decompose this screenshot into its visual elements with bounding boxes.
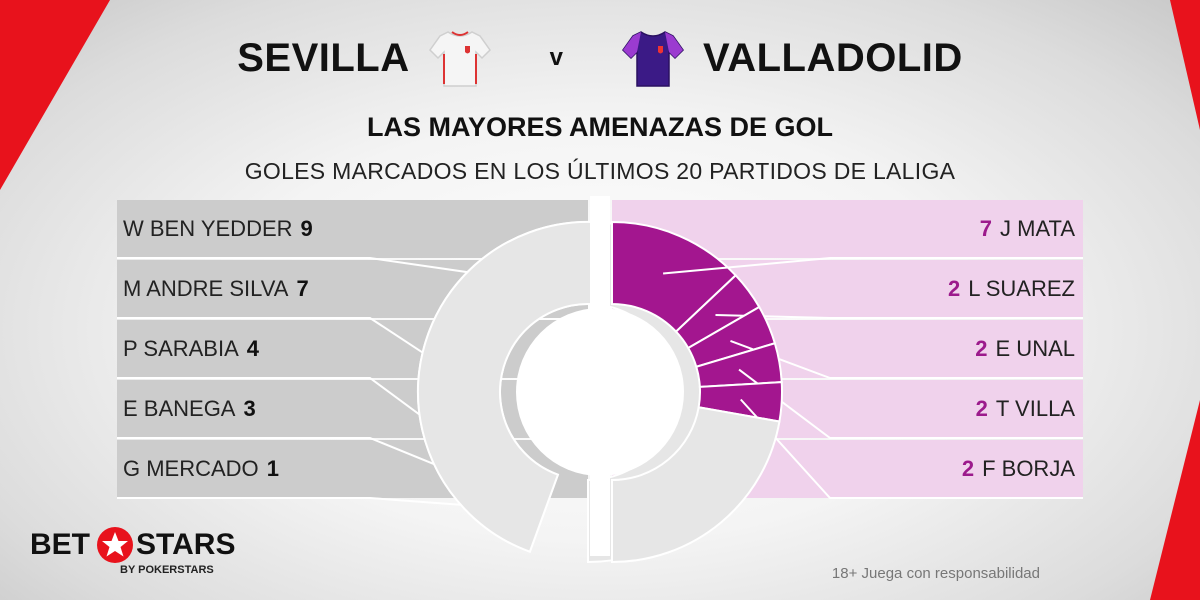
home-player-row: P SARABIA 4 (117, 320, 267, 378)
home-player-goals: 1 (266, 456, 279, 481)
home-player-name: E BANEGA (123, 396, 236, 421)
away-player-goals: 7 (979, 216, 993, 241)
match-header: SEVILLA v VALLADOLID (0, 28, 1200, 88)
away-player-row: 7 J MATA (972, 200, 1083, 258)
sevilla-shirt-icon (428, 31, 491, 87)
brand-left-word: BET (30, 528, 90, 561)
home-player-name: W BEN YEDDER (123, 216, 293, 241)
red-corner-top-left (0, 0, 110, 190)
away-player-row: 2 F BORJA (954, 440, 1083, 498)
home-player-goals: 4 (246, 336, 260, 361)
away-connector-0 (663, 257, 1083, 275)
home-row-panel (117, 380, 588, 438)
versus-label: v (549, 44, 563, 71)
away-remainder-wedge (611, 406, 781, 564)
away-player-row: 2 L SUAREZ (940, 260, 1083, 318)
home-player-goals: 3 (243, 396, 256, 421)
responsible-gambling-note: 18+ Juega con responsabilidad (831, 565, 1040, 582)
home-player-goals: 7 (296, 276, 309, 301)
center-divider (590, 196, 610, 556)
home-team-name: SEVILLA (237, 35, 410, 80)
star-icon (97, 527, 133, 563)
home-player-row: E BANEGA 3 (117, 380, 264, 438)
away-player-row: 2 E UNAL (967, 320, 1083, 378)
valladolid-shirt-icon (622, 31, 684, 87)
away-player-goals: 2 (975, 336, 988, 361)
red-corner-bottom-right (1150, 400, 1200, 600)
chart-title: LAS MAYORES AMENAZAS DE GOL (366, 112, 834, 142)
away-player-goals: 2 (961, 456, 975, 481)
brand-sub: BY POKERSTARS (120, 564, 214, 576)
home-player-name: P SARABIA (123, 336, 239, 361)
brand-right-word: STARS (136, 528, 236, 561)
home-player-row: W BEN YEDDER 9 (117, 200, 321, 258)
away-player-goals: 2 (975, 396, 988, 421)
away-player-name: E UNAL (995, 336, 1075, 361)
home-player-goals: 9 (300, 216, 313, 241)
away-team-name: VALLADOLID (702, 35, 963, 80)
home-player-row: M ANDRE SILVA 7 (117, 260, 317, 318)
away-player-name: J MATA (1000, 216, 1075, 241)
home-player-name: G MERCADO (123, 456, 259, 481)
chart-subtitle: GOLES MARCADOS EN LOS ÚLTIMOS 20 PARTIDO… (244, 158, 956, 184)
away-player-row: 2 T VILLA (968, 380, 1083, 438)
red-corner-top-right (1170, 0, 1200, 130)
away-player-name: T VILLA (995, 396, 1075, 421)
away-player-name: L SUAREZ (968, 276, 1075, 301)
home-player-name: M ANDRE SILVA (123, 276, 289, 301)
home-player-row: G MERCADO 1 (117, 440, 287, 498)
away-player-name: F BORJA (982, 456, 1075, 481)
away-player-goals: 2 (947, 276, 961, 301)
